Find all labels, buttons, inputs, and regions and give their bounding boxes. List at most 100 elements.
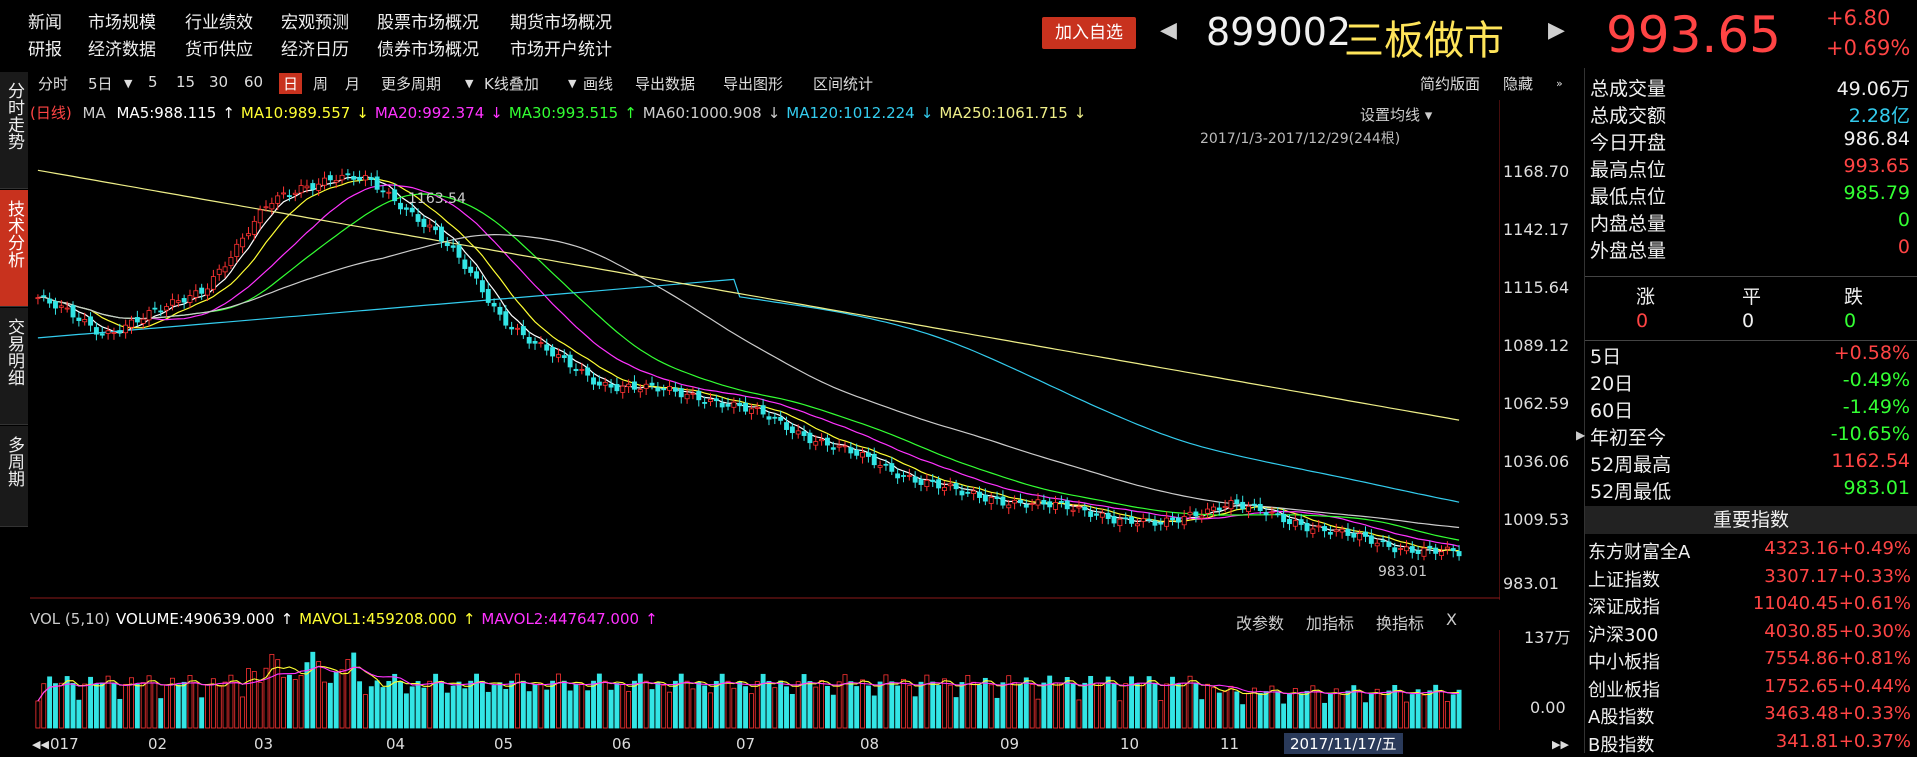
toolbar-item[interactable]: 导出图形	[723, 75, 784, 93]
volume-bar	[58, 682, 64, 729]
candle-body	[936, 479, 942, 489]
index-value[interactable]: 4323.16+0.49%	[1764, 538, 1911, 559]
stat-label: 内盘总量	[1590, 213, 1667, 235]
index-name[interactable]: A股指数	[1588, 707, 1655, 728]
toolbar-item[interactable]: 隐藏	[1503, 75, 1534, 93]
next-stock-arrow-icon[interactable]: ▶	[1548, 18, 1565, 43]
toolbar-item[interactable]: K线叠加	[484, 75, 539, 93]
nav-link[interactable]: 债券市场概况	[377, 40, 479, 60]
toolbar-item[interactable]: 30	[209, 73, 229, 91]
double-chevron-icon[interactable]: »	[1556, 77, 1563, 90]
toolbar-item[interactable]: 导出数据	[635, 75, 696, 93]
prev-stock-arrow-icon[interactable]: ◀	[1160, 18, 1177, 43]
volume-tool-button[interactable]: 加指标	[1306, 614, 1355, 633]
tab-intraday[interactable]: 分时走势	[0, 72, 28, 189]
nav-link[interactable]: 经济日历	[281, 40, 349, 60]
scroll-right-icon[interactable]: ▶▶	[1552, 738, 1569, 751]
nav-link[interactable]: 新闻	[28, 13, 62, 33]
volume-bar	[1070, 683, 1076, 729]
index-value[interactable]: 7554.86+0.81%	[1764, 648, 1911, 669]
index-value[interactable]: 11040.45+0.61%	[1752, 593, 1911, 614]
volume-bar	[444, 692, 450, 729]
toolbar-item[interactable]: 区间统计	[813, 75, 874, 93]
ma-value: MA5:988.115	[116, 104, 217, 122]
set-ma-button[interactable]: 设置均线 ▾	[1360, 104, 1432, 125]
kline-chart[interactable]	[30, 100, 1500, 600]
tab-trade-details[interactable]: 交易明细	[0, 308, 28, 425]
index-value[interactable]: 4030.85+0.30%	[1764, 620, 1911, 642]
index-value[interactable]: 3307.17+0.33%	[1764, 565, 1911, 587]
close-icon[interactable]: X	[1446, 610, 1457, 629]
nav-link[interactable]: 期货市场概况	[510, 13, 612, 33]
candle-body	[743, 402, 749, 412]
toolbar-item[interactable]: 月	[345, 75, 361, 93]
volume-bar	[123, 683, 129, 729]
candle-body	[462, 259, 468, 269]
trend-arrow-icon: ↑	[280, 610, 294, 628]
toolbar-item[interactable]: 简约版面	[1420, 75, 1481, 93]
stat-label: 总成交额	[1590, 105, 1667, 127]
toolbar-item[interactable]: 5	[148, 73, 158, 91]
index-value[interactable]: 3463.48+0.33%	[1764, 703, 1911, 724]
nav-link[interactable]: 行业绩效	[185, 13, 253, 33]
volume-tool-button[interactable]: 换指标	[1376, 614, 1425, 633]
nav-link[interactable]: 货币供应	[185, 40, 253, 60]
volume-chart[interactable]	[30, 630, 1500, 730]
nav-link[interactable]: 市场规模	[88, 13, 156, 33]
volume-bar	[760, 673, 766, 729]
index-name[interactable]: 沪深300	[1588, 624, 1659, 646]
volume-tool-button[interactable]: 改参数	[1236, 614, 1285, 633]
volume-bar	[146, 675, 152, 729]
candle-body	[918, 479, 924, 485]
index-name[interactable]: 东方财富全A	[1588, 542, 1691, 563]
candle-body	[1327, 531, 1333, 535]
volume-bar	[1380, 694, 1386, 729]
tab-technical-analysis[interactable]: 技术分析	[0, 190, 28, 307]
candle-body	[515, 327, 520, 330]
toolbar-item[interactable]: 15	[176, 73, 196, 91]
nav-link[interactable]: 研报	[28, 40, 62, 60]
volume-bar	[1205, 683, 1211, 729]
toolbar-item[interactable]: 画线	[583, 75, 614, 93]
nav-link[interactable]: 宏观预测	[281, 13, 349, 33]
volume-bar	[1134, 683, 1140, 729]
toolbar-item[interactable]: 日	[279, 73, 303, 94]
candle-body	[690, 392, 696, 395]
volume-legend: VOL (5,10) VOLUME:490639.000 ↑ MAVOL1:45920…	[30, 610, 664, 628]
index-value[interactable]: 341.81+0.37%	[1775, 730, 1911, 752]
toolbar-item[interactable]: 分时	[38, 75, 69, 93]
add-to-watchlist-button[interactable]: 加入自选	[1042, 17, 1136, 49]
dropdown-arrow-icon[interactable]: ▼	[568, 77, 577, 90]
volume-bar	[947, 684, 953, 729]
candle-body	[901, 475, 906, 477]
toolbar-item[interactable]: 60	[244, 73, 264, 91]
toolbar-item[interactable]: 周	[313, 75, 329, 93]
index-name[interactable]: 深证成指	[1588, 597, 1660, 618]
volume-bar	[181, 681, 187, 729]
volume-bar	[661, 684, 667, 729]
index-name[interactable]: B股指数	[1588, 734, 1655, 756]
index-name[interactable]: 中小板指	[1588, 652, 1660, 673]
nav-link[interactable]: 股票市场概况	[377, 13, 479, 33]
candle-body	[1298, 519, 1304, 525]
volume-bar	[479, 680, 485, 729]
expand-arrow-icon[interactable]: ▶	[1576, 428, 1586, 442]
stat-value: 0	[1897, 209, 1910, 231]
scroll-left-icon[interactable]: ◀◀	[32, 738, 49, 751]
volume-bar	[1403, 701, 1409, 729]
tab-multi-period[interactable]: 多周期	[0, 426, 28, 527]
dropdown-arrow-icon[interactable]: ▼	[465, 77, 474, 90]
toolbar-item[interactable]: 5日	[88, 75, 113, 93]
dropdown-arrow-icon[interactable]: ▼	[124, 77, 133, 90]
nav-link[interactable]: 经济数据	[88, 40, 156, 60]
volume-bar	[345, 659, 351, 729]
candle-body	[1427, 545, 1433, 549]
candle-body	[357, 176, 363, 181]
nav-link[interactable]: 市场开户统计	[510, 40, 612, 60]
perf-label: 年初至今	[1590, 427, 1667, 449]
index-name[interactable]: 创业板指	[1588, 679, 1660, 701]
toolbar-item[interactable]: 更多周期	[381, 75, 442, 93]
volume-bar	[555, 673, 561, 729]
index-value[interactable]: 1752.65+0.44%	[1764, 675, 1911, 697]
index-name[interactable]: 上证指数	[1588, 569, 1660, 591]
